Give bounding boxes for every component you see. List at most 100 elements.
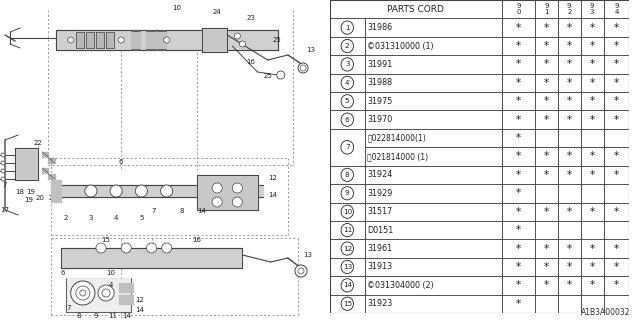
Polygon shape — [15, 148, 38, 180]
Bar — [580, 294, 604, 313]
Text: 13: 13 — [303, 252, 312, 258]
Circle shape — [1, 153, 5, 157]
Bar — [535, 294, 558, 313]
Bar — [330, 110, 365, 129]
Text: *: * — [614, 151, 619, 162]
Bar — [535, 239, 558, 258]
Text: *: * — [614, 280, 619, 290]
Text: 14: 14 — [342, 282, 352, 288]
Bar — [558, 129, 580, 147]
Text: ©031304000 (2): ©031304000 (2) — [367, 281, 434, 290]
Bar — [580, 74, 604, 92]
Bar — [580, 0, 604, 19]
Polygon shape — [202, 28, 227, 52]
Circle shape — [234, 33, 241, 39]
Text: *: * — [544, 78, 549, 88]
Bar — [604, 19, 629, 37]
Text: 11: 11 — [342, 227, 352, 233]
Polygon shape — [49, 174, 54, 179]
Bar — [330, 166, 365, 184]
Polygon shape — [106, 32, 114, 48]
Circle shape — [1, 161, 5, 165]
Text: *: * — [589, 60, 595, 69]
Bar — [604, 203, 629, 221]
Bar — [365, 55, 502, 74]
Text: 7: 7 — [345, 144, 349, 150]
Bar — [604, 92, 629, 110]
Text: 15: 15 — [342, 301, 352, 307]
Text: 3: 3 — [89, 215, 93, 221]
Text: *: * — [516, 60, 521, 69]
Text: D0151: D0151 — [367, 226, 394, 235]
Bar — [580, 203, 604, 221]
Circle shape — [161, 185, 173, 197]
Bar — [604, 55, 629, 74]
Text: 14: 14 — [122, 313, 131, 319]
Circle shape — [121, 243, 131, 253]
Bar — [535, 110, 558, 129]
Text: 31924: 31924 — [367, 170, 392, 180]
Text: ©031310000 (1): ©031310000 (1) — [367, 42, 434, 51]
Bar — [330, 184, 365, 203]
Text: 4: 4 — [109, 282, 113, 288]
Bar — [535, 147, 558, 166]
Text: 5: 5 — [345, 98, 349, 104]
Text: 31517: 31517 — [367, 207, 392, 216]
Polygon shape — [147, 31, 156, 49]
Bar — [330, 276, 365, 294]
Bar — [365, 92, 502, 110]
Bar — [535, 221, 558, 239]
Polygon shape — [56, 185, 262, 197]
Text: *: * — [566, 280, 572, 290]
Bar — [502, 55, 535, 74]
Text: 31975: 31975 — [367, 97, 393, 106]
Bar — [502, 276, 535, 294]
Polygon shape — [131, 31, 140, 49]
Text: 4: 4 — [114, 215, 118, 221]
Text: 1: 1 — [345, 25, 349, 31]
Bar — [330, 74, 365, 92]
Polygon shape — [197, 175, 257, 210]
Bar — [558, 74, 580, 92]
Circle shape — [147, 243, 157, 253]
Bar — [604, 239, 629, 258]
Text: *: * — [544, 115, 549, 125]
Circle shape — [239, 41, 245, 47]
Circle shape — [1, 177, 5, 181]
Bar — [580, 55, 604, 74]
Text: *: * — [614, 41, 619, 51]
Text: A1B3A00032: A1B3A00032 — [581, 308, 630, 317]
Text: 6: 6 — [60, 270, 65, 276]
Bar — [604, 166, 629, 184]
Bar — [330, 92, 365, 110]
Text: *: * — [544, 170, 549, 180]
Bar — [330, 221, 365, 239]
Text: *: * — [589, 262, 595, 272]
Bar — [604, 74, 629, 92]
Bar — [580, 37, 604, 55]
Text: 3: 3 — [345, 61, 349, 68]
Text: 7: 7 — [67, 305, 71, 311]
Text: 22: 22 — [34, 140, 43, 146]
Text: *: * — [516, 41, 521, 51]
Bar — [535, 166, 558, 184]
Circle shape — [212, 183, 222, 193]
Text: *: * — [589, 96, 595, 106]
Bar — [558, 184, 580, 203]
Bar — [365, 276, 502, 294]
Text: *: * — [589, 207, 595, 217]
Text: 31986: 31986 — [367, 23, 392, 32]
Text: 4: 4 — [345, 80, 349, 86]
Text: 31913: 31913 — [367, 262, 392, 271]
Bar — [502, 221, 535, 239]
Circle shape — [70, 281, 95, 305]
Bar — [330, 19, 365, 37]
Bar — [604, 110, 629, 129]
Text: 31929: 31929 — [367, 189, 393, 198]
Text: 9
4: 9 4 — [614, 4, 619, 15]
Bar — [604, 37, 629, 55]
Bar — [330, 0, 502, 19]
Polygon shape — [56, 30, 278, 50]
Text: *: * — [544, 207, 549, 217]
Text: 19: 19 — [26, 189, 35, 195]
